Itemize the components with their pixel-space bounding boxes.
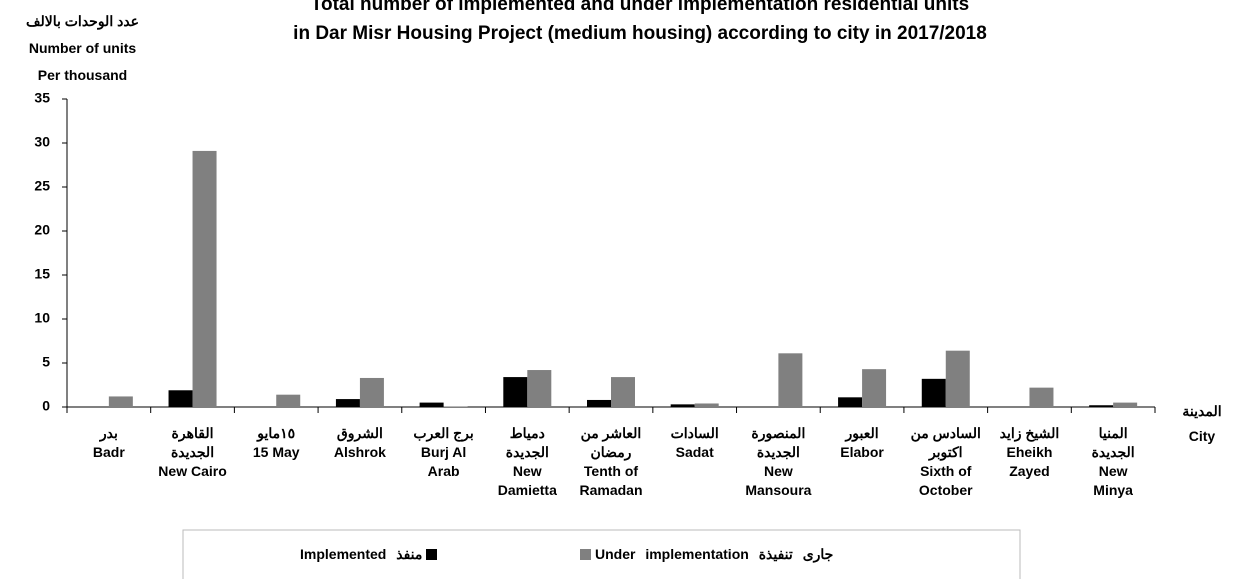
chart-title: Total number of implemented and under im… bbox=[293, 0, 987, 44]
bar bbox=[921, 378, 946, 407]
y-tick-label: 5 bbox=[42, 354, 50, 370]
x-tick-label: المنصورة الجديدة New Mansoura bbox=[745, 425, 812, 498]
bar bbox=[1113, 402, 1138, 407]
x-tick-label: السادات Sadat bbox=[670, 425, 719, 460]
x-tick-label: الشروق Alshrok bbox=[333, 425, 386, 460]
legend-item: Implemented منفذ bbox=[300, 546, 438, 563]
y-tick-label: 25 bbox=[34, 178, 50, 194]
y-axis-label: عدد الوحدات بالالف Number of units Per t… bbox=[25, 13, 140, 83]
y-tick-label: 35 bbox=[34, 90, 50, 106]
legend-swatch bbox=[426, 549, 438, 560]
bar bbox=[168, 390, 193, 407]
x-tick-label: دمياط الجديدة New Damietta bbox=[497, 425, 557, 498]
bar bbox=[611, 377, 635, 407]
bar bbox=[778, 353, 803, 407]
legend-swatch bbox=[580, 549, 591, 560]
bar bbox=[1089, 405, 1114, 407]
legend-label: Under implementation جارى تنفيذة bbox=[595, 546, 834, 562]
bar bbox=[503, 377, 528, 407]
legend-box bbox=[182, 529, 1021, 579]
bar bbox=[1029, 387, 1054, 407]
legend-label: Implemented منفذ bbox=[300, 546, 423, 562]
x-axis-label: المدينة City bbox=[1182, 403, 1222, 444]
bar bbox=[527, 370, 552, 407]
x-tick-label: القاهرة الجديدة New Cairo bbox=[158, 425, 227, 479]
y-tick-label: 0 bbox=[42, 398, 50, 414]
legend-item: Under implementation جارى تنفيذة bbox=[580, 546, 833, 563]
bar bbox=[945, 350, 970, 407]
bar bbox=[108, 396, 133, 407]
x-tick-label: المنيا الجديدة New Minya bbox=[1091, 425, 1135, 498]
bar bbox=[587, 399, 611, 407]
x-tick-label: بدر Badr bbox=[92, 425, 125, 460]
y-tick-label: 30 bbox=[34, 134, 50, 150]
bar bbox=[276, 394, 301, 407]
bar bbox=[419, 402, 444, 407]
x-tick-label: العاشر من رمضان Tenth of Ramadan bbox=[579, 425, 643, 498]
x-tick-label: السادس من اكتوبر Sixth of October bbox=[910, 425, 981, 498]
y-tick-label: 15 bbox=[34, 266, 50, 282]
bar bbox=[335, 399, 360, 407]
x-tick-label: العبور Elabor bbox=[840, 425, 884, 460]
bar bbox=[670, 404, 695, 407]
bar bbox=[694, 403, 719, 407]
y-tick-label: 10 bbox=[34, 310, 50, 326]
bar bbox=[359, 377, 384, 407]
x-tick-label: ١٥مايو 15 May bbox=[252, 425, 300, 460]
bar bbox=[838, 397, 863, 407]
x-tick-label: الشيخ زايد Eheikh Zayed bbox=[999, 425, 1060, 479]
bar bbox=[192, 150, 217, 408]
bar bbox=[862, 369, 887, 407]
y-tick-label: 20 bbox=[34, 222, 50, 238]
x-tick-label: برج العرب Burj Al Arab bbox=[413, 425, 474, 479]
